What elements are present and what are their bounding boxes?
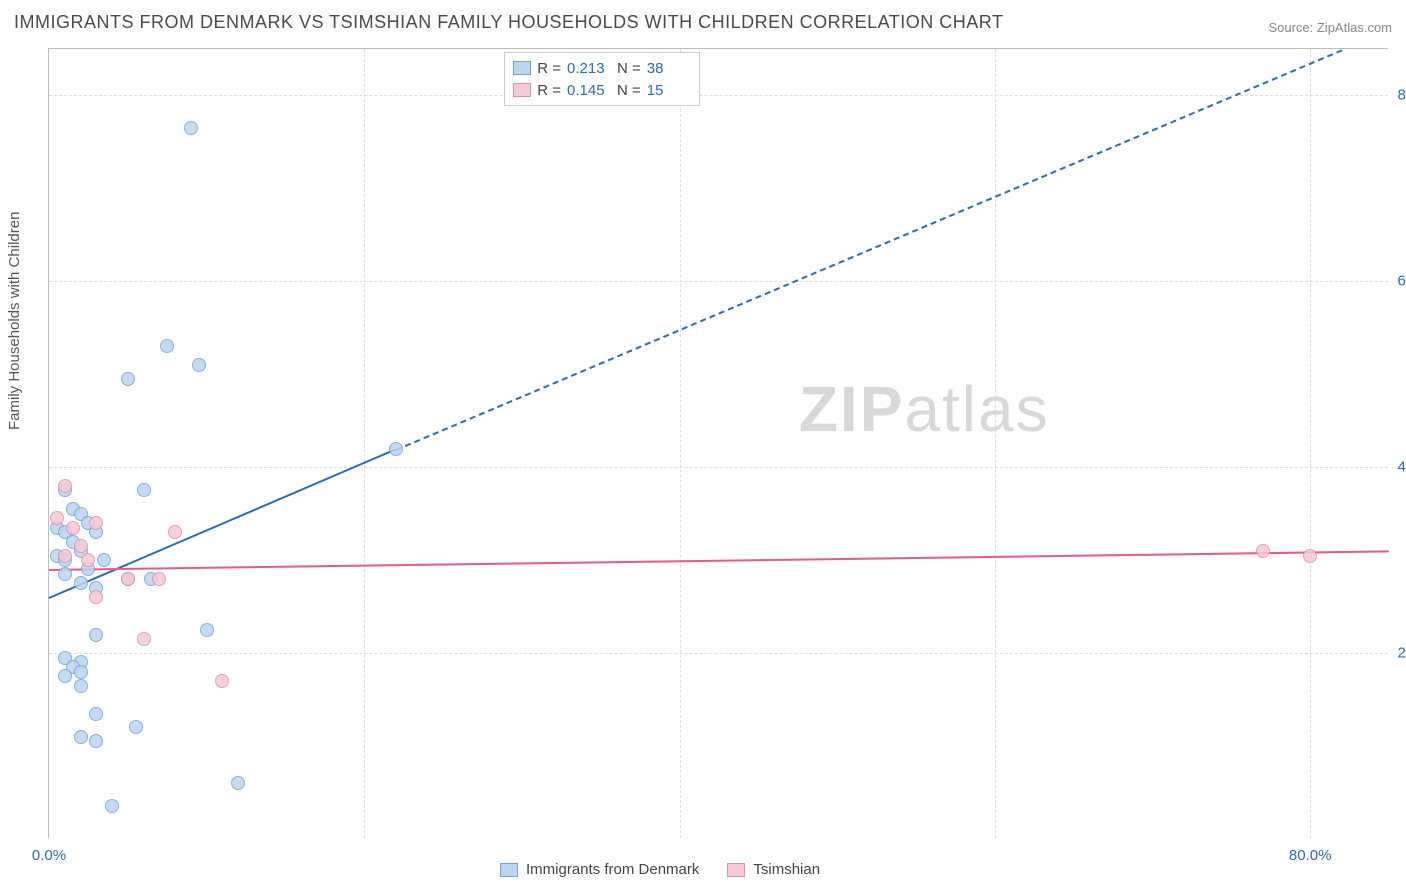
scatter-point [58,669,72,683]
legend-swatch [727,863,745,877]
scatter-point [231,776,245,790]
y-tick-label: 60.0% [1392,273,1406,290]
scatter-point [121,372,135,386]
scatter-point [129,720,143,734]
scatter-point [1303,549,1317,563]
x-tick-label: 0.0% [32,847,66,864]
legend-n-label: N = [617,60,641,77]
legend-row: R = 0.213 N = 38 [513,57,691,79]
y-axis-label: Family Households with Children [6,212,23,430]
scatter-point [200,623,214,637]
gridline-vertical [995,49,996,838]
gridline-vertical [364,49,365,838]
scatter-point [160,339,174,353]
legend-label: Immigrants from Denmark [526,861,699,878]
scatter-point [192,358,206,372]
scatter-point [121,572,135,586]
legend-swatch [513,61,531,75]
gridline-vertical [1310,49,1311,838]
scatter-point [50,511,64,525]
scatter-point [74,665,88,679]
legend-item: Immigrants from Denmark [500,861,699,878]
plot-area: ZIPatlas 20.0%40.0%60.0%80.0%0.0%80.0%R … [48,48,1388,838]
legend-r-label: R = [537,82,561,99]
scatter-point [81,553,95,567]
gridline-horizontal [49,467,1388,468]
source-label: Source: ZipAtlas.com [1268,20,1392,35]
watermark-zip: ZIP [799,373,905,445]
scatter-point [66,521,80,535]
scatter-point [74,730,88,744]
scatter-point [152,572,166,586]
legend-r-label: R = [537,60,561,77]
gridline-vertical [680,49,681,838]
trend-line [49,551,1389,572]
scatter-point [89,516,103,530]
legend-correlation: R = 0.213 N = 38 R = 0.145 N = 15 [504,52,700,106]
legend-bottom: Immigrants from Denmark Tsimshian [500,861,820,878]
legend-n-label: N = [617,82,641,99]
scatter-point [89,707,103,721]
scatter-point [105,799,119,813]
legend-label: Tsimshian [753,861,820,878]
legend-n-value: 15 [647,82,691,99]
y-tick-label: 80.0% [1392,87,1406,104]
legend-swatch [513,83,531,97]
gridline-horizontal [49,95,1388,96]
legend-item: Tsimshian [727,861,820,878]
scatter-point [89,590,103,604]
scatter-point [58,549,72,563]
gridline-horizontal [49,281,1388,282]
legend-swatch [500,863,518,877]
scatter-point [389,442,403,456]
x-tick-label: 80.0% [1289,847,1332,864]
chart-title: IMMIGRANTS FROM DENMARK VS TSIMSHIAN FAM… [14,12,1003,33]
scatter-point [97,553,111,567]
y-tick-label: 20.0% [1392,645,1406,662]
gridline-horizontal [49,653,1388,654]
scatter-point [184,121,198,135]
watermark: ZIPatlas [799,372,1050,446]
trend-line [395,49,1342,450]
scatter-point [137,483,151,497]
scatter-point [58,567,72,581]
watermark-atlas: atlas [904,373,1049,445]
scatter-point [74,539,88,553]
legend-row: R = 0.145 N = 15 [513,79,691,101]
scatter-point [58,479,72,493]
scatter-point [74,679,88,693]
scatter-point [215,674,229,688]
scatter-point [74,576,88,590]
legend-r-value: 0.145 [567,82,611,99]
scatter-point [1256,544,1270,558]
scatter-point [89,734,103,748]
scatter-point [168,525,182,539]
scatter-point [137,632,151,646]
legend-r-value: 0.213 [567,60,611,77]
legend-n-value: 38 [647,60,691,77]
scatter-point [89,628,103,642]
y-tick-label: 40.0% [1392,459,1406,476]
